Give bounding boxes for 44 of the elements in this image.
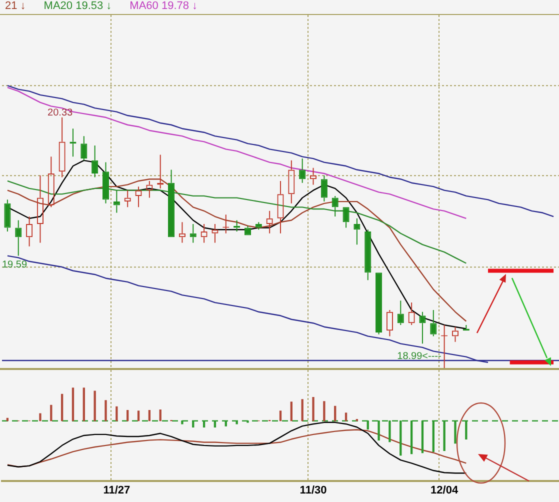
candlestick	[430, 310, 437, 337]
bar	[60, 394, 64, 422]
bar	[137, 410, 140, 422]
candlestick	[354, 218, 360, 246]
bar	[290, 402, 292, 422]
candlestick	[168, 169, 175, 238]
x-tick-label: 11/27	[103, 484, 130, 496]
candlestick	[397, 300, 404, 326]
bar	[323, 401, 326, 422]
candlestick	[320, 174, 328, 202]
candlestick	[113, 190, 120, 214]
bar	[94, 390, 96, 422]
bar	[50, 404, 52, 422]
candlestick	[4, 199, 11, 232]
bar	[39, 413, 42, 422]
candlestick	[102, 162, 110, 204]
bar	[312, 396, 314, 422]
bar	[126, 410, 129, 422]
bar	[301, 399, 304, 422]
annotation: 20.33	[48, 107, 74, 118]
candlestick	[376, 272, 382, 335]
bar	[159, 410, 162, 422]
candlestick	[419, 311, 426, 344]
bar	[279, 410, 282, 422]
bar	[72, 388, 74, 422]
text: MA20 19.53 ↓	[44, 0, 112, 14]
annotation: 19.59	[2, 260, 28, 271]
candlestick	[92, 144, 98, 178]
x-tick-label: 11/30	[300, 484, 327, 496]
candlestick	[332, 195, 338, 218]
annotation: 18.99<----	[397, 351, 442, 362]
bar	[82, 388, 85, 422]
bar	[148, 410, 151, 422]
candlestick	[80, 136, 88, 161]
x-tick-label: 12/04	[430, 484, 459, 496]
bar	[104, 400, 107, 422]
bar	[116, 406, 118, 422]
candlestick	[342, 207, 350, 228]
candlestick	[364, 229, 372, 281]
bar	[334, 406, 336, 422]
candlestick	[15, 220, 22, 256]
bar	[344, 412, 348, 422]
text: 21 ↓	[5, 0, 26, 14]
text: MA60 19.78 ↓	[130, 0, 198, 14]
